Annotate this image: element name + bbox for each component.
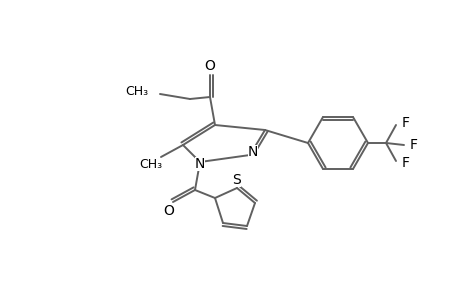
Text: O: O [204, 59, 215, 73]
Text: N: N [247, 145, 257, 159]
Text: O: O [163, 204, 174, 218]
Text: N: N [195, 157, 205, 171]
Text: F: F [409, 138, 417, 152]
Text: F: F [401, 156, 409, 170]
Text: CH₃: CH₃ [124, 85, 148, 98]
Text: S: S [232, 173, 241, 187]
Text: CH₃: CH₃ [139, 158, 162, 172]
Text: F: F [401, 116, 409, 130]
